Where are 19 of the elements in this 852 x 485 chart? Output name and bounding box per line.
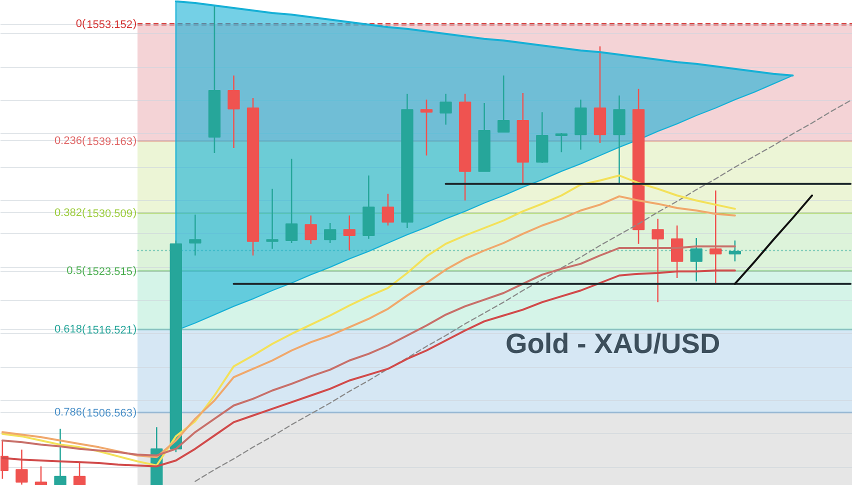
- annotation: ): [133, 18, 137, 30]
- annotation: ): [133, 323, 137, 336]
- annotation: ): [133, 134, 137, 147]
- annotation: 0.236(: [54, 134, 86, 147]
- y-tick-label: 1523.515: [86, 266, 133, 278]
- annotation: ): [133, 206, 137, 219]
- y-tick-label: 1553.152: [86, 19, 133, 32]
- text: Gold - XAU/USD: [506, 328, 720, 359]
- annotation: 0.382(: [54, 206, 86, 219]
- annotation: ): [133, 406, 137, 418]
- annotation: 0.786(: [54, 406, 86, 418]
- annotation: ): [133, 265, 137, 278]
- annotation: 0.5(: [66, 265, 86, 278]
- annotation: 0.618(: [54, 323, 86, 336]
- y-tick-label: 1516.521: [86, 324, 133, 336]
- y-tick-label: 1539.163: [86, 136, 133, 148]
- y-tick-label: 1506.563: [86, 407, 133, 420]
- annotation: 0(: [76, 18, 86, 30]
- y-tick-label: 1530.509: [86, 208, 133, 220]
